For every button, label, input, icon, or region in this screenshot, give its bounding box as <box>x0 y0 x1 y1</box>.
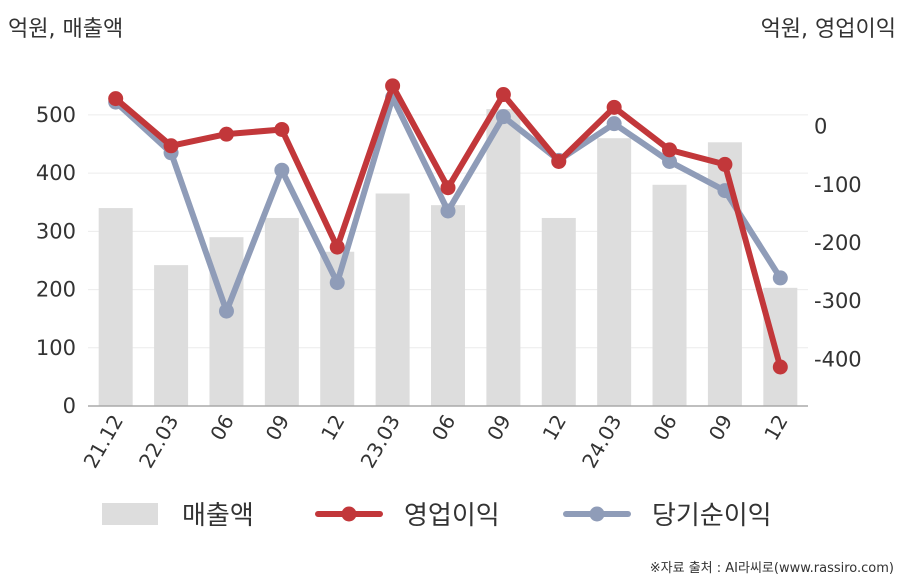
series-0-point-9 <box>606 99 622 115</box>
x-tick-label-7: 09 <box>482 411 516 445</box>
left-tick-label-3: 300 <box>36 219 76 243</box>
left-axis: 0 100 200 300 400 500 <box>36 103 76 418</box>
left-unit-label: 억원, 매출액 <box>8 17 123 42</box>
series-0-point-4 <box>329 239 345 255</box>
right-tick-label-1: -100 <box>814 173 862 197</box>
bar-series <box>98 109 798 406</box>
left-tick-label-4: 400 <box>36 161 76 185</box>
right-unit-label: 억원, 영업이익 <box>761 17 896 42</box>
series-1-point-10 <box>662 154 678 169</box>
series-0-point-7 <box>495 87 511 103</box>
series-0-point-10 <box>662 142 678 158</box>
x-tick-label-11: 09 <box>704 411 738 445</box>
legend-label-1: 영업이익 <box>404 501 500 531</box>
x-tick-label-3: 09 <box>261 411 295 445</box>
series-0-point-5 <box>385 78 401 94</box>
bar-3 <box>264 217 299 406</box>
legend-swatch-dot-2 <box>589 506 605 522</box>
bar-8 <box>541 217 576 406</box>
series-1-point-2 <box>218 303 234 319</box>
series-0-point-12 <box>772 359 788 375</box>
bar-5 <box>375 193 410 406</box>
x-tick-label-6: 06 <box>427 411 461 445</box>
x-tick-label-5: 23.03 <box>356 411 405 473</box>
series-1-point-4 <box>329 275 345 291</box>
bar-12 <box>763 287 798 406</box>
legend-swatch-dot-1 <box>341 506 357 522</box>
series-0-point-2 <box>218 126 234 142</box>
legend-swatch-0 <box>102 503 158 525</box>
left-tick-label-2: 200 <box>36 278 76 302</box>
series-1-point-6 <box>440 203 456 219</box>
series-1-point-3 <box>274 162 290 178</box>
x-tick-label-9: 24.03 <box>577 411 626 473</box>
series-1-point-9 <box>606 116 622 132</box>
x-tick-label-2: 06 <box>205 411 239 445</box>
x-tick-label-4: 12 <box>316 411 350 445</box>
bar-6 <box>431 205 465 406</box>
legend: 매출액 영업이익 당기순이익 <box>102 501 772 531</box>
right-tick-label-4: -400 <box>814 347 862 371</box>
series-0-point-6 <box>440 180 456 196</box>
left-tick-label-5: 500 <box>36 103 76 127</box>
bar-0 <box>98 208 133 406</box>
x-axis: 21.12 22.03 06 09 12 23.03 06 09 12 24.03 06 09 12 <box>79 411 793 473</box>
x-tick-label-1: 22.03 <box>134 411 183 473</box>
bar-7 <box>486 109 521 406</box>
bar-1 <box>154 265 189 406</box>
bar-9 <box>597 138 632 406</box>
series-0-point-3 <box>274 121 290 137</box>
right-tick-label-0: 0 <box>814 115 827 139</box>
right-tick-label-3: -300 <box>814 289 862 313</box>
legend-label-2: 당기순이익 <box>652 501 772 531</box>
bar-10 <box>652 184 687 406</box>
x-tick-label-12: 12 <box>759 411 793 445</box>
x-tick-label-0: 21.12 <box>79 411 128 473</box>
bar-2 <box>209 237 244 406</box>
left-tick-label-0: 0 <box>63 394 76 418</box>
right-tick-label-2: -200 <box>814 231 862 255</box>
series-0-point-0 <box>108 91 124 107</box>
legend-label-0: 매출액 <box>182 501 254 531</box>
series-1-point-7 <box>495 109 511 125</box>
x-tick-label-8: 12 <box>538 411 572 445</box>
line-series <box>108 78 788 375</box>
series-0-point-11 <box>717 156 733 172</box>
series-0-point-8 <box>551 154 567 169</box>
series-1-point-12 <box>772 270 788 286</box>
right-axis: 0 -100 -200 -300 -400 <box>814 115 862 372</box>
left-tick-label-1: 100 <box>36 336 76 360</box>
source-note: ※자료 출처 : AI라씨로(www.rassiro.com) <box>650 561 894 576</box>
series-0-point-1 <box>163 138 179 154</box>
x-tick-label-10: 06 <box>648 411 682 445</box>
